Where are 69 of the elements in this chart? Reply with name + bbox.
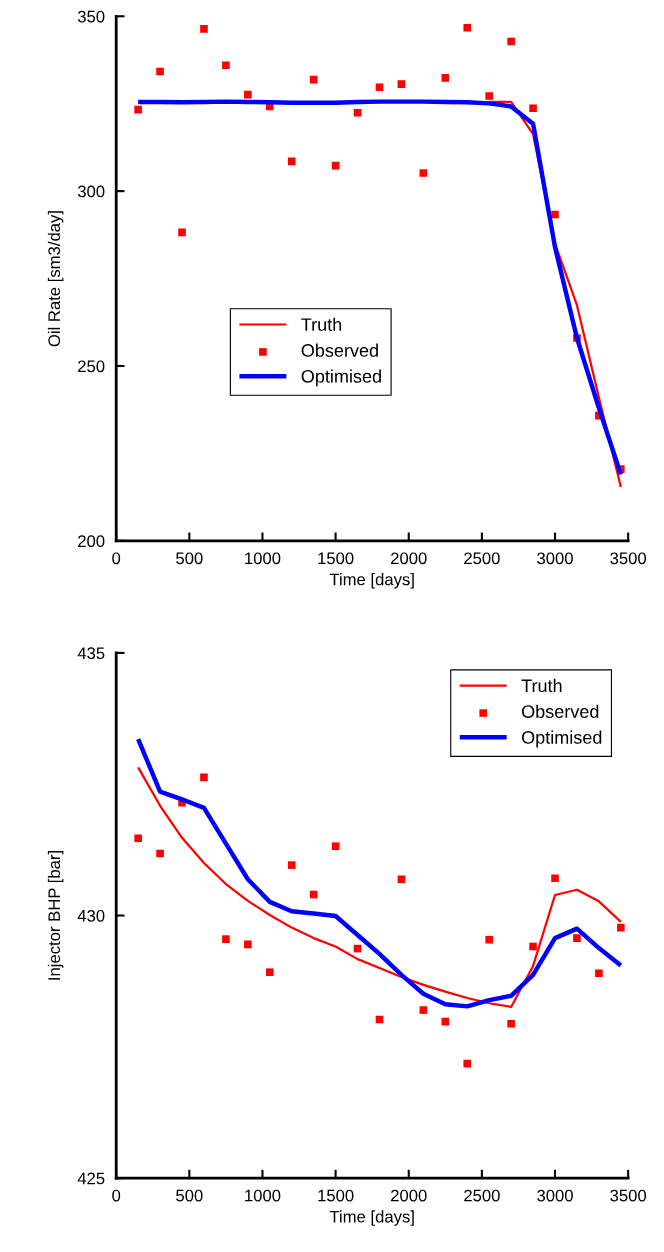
point (156, 849, 164, 858)
point (134, 105, 142, 114)
point (287, 861, 296, 869)
point (441, 74, 450, 82)
x-tick-label: 2000 (391, 552, 427, 565)
legend-label: Truth (301, 317, 342, 331)
point (463, 1059, 472, 1068)
legend-label: Observed (301, 343, 378, 357)
legend-label: Truth (521, 678, 562, 693)
point (397, 875, 406, 884)
x-tick-label: 500 (176, 1189, 203, 1202)
legend-label: Optimised (521, 730, 602, 748)
x-tick-label: 3000 (537, 552, 573, 565)
y-axis-title: Oil Rate [sm3/day] (47, 211, 64, 347)
point (244, 940, 252, 949)
x-axis-title: Time [days] (329, 573, 414, 589)
x-axis-title: Time [days] (329, 1210, 414, 1226)
x-tick-label: 2000 (391, 1189, 427, 1202)
y-tick-label: 250 (78, 360, 105, 373)
x-tick-label: 2500 (464, 552, 500, 565)
point (507, 37, 515, 46)
point (617, 923, 625, 932)
point (485, 92, 493, 100)
y-tick-label: 430 (77, 909, 105, 922)
x-tick-label: 1500 (318, 1189, 354, 1202)
x-tick-label: 2500 (464, 1189, 500, 1202)
y-axis-title: Injector BHP [bar] (47, 851, 64, 980)
point (331, 842, 340, 850)
point (265, 968, 274, 977)
y-tick-label: 425 (77, 1172, 105, 1185)
point (222, 935, 230, 943)
point (134, 834, 142, 843)
point (419, 1006, 428, 1014)
point (507, 1019, 515, 1028)
x-tick-label: 1500 (318, 552, 354, 565)
point (353, 109, 362, 117)
x-tick-label: 3500 (610, 1189, 647, 1202)
point (156, 67, 164, 76)
point (200, 773, 208, 782)
point (287, 157, 296, 166)
y-tick-label: 300 (77, 185, 105, 198)
x-tick-label: 0 (112, 552, 121, 565)
line-series (135, 99, 624, 477)
point (485, 935, 493, 944)
point (551, 874, 559, 883)
point (178, 228, 186, 237)
point (463, 24, 472, 32)
x-tick-label: 1000 (245, 1189, 281, 1202)
point (529, 104, 537, 113)
x-tick-label: 500 (176, 552, 203, 565)
point (375, 83, 384, 92)
point (222, 61, 230, 70)
x-tick-label: 3000 (537, 1189, 573, 1202)
point (551, 210, 559, 219)
x-tick-label: 3500 (610, 552, 647, 565)
point (200, 25, 208, 33)
point (529, 942, 537, 951)
x-tick-label: 1000 (245, 552, 281, 565)
point (419, 169, 428, 177)
y-tick-label: 435 (77, 647, 105, 660)
point (397, 80, 406, 88)
point (573, 934, 581, 942)
y-tick-label: 350 (77, 10, 105, 23)
point (244, 90, 252, 99)
legend-label: Observed (521, 704, 599, 718)
y-tick-label: 200 (78, 535, 105, 548)
point (595, 969, 603, 978)
x-tick-label: 0 (112, 1189, 121, 1202)
legend-label: Optimised (301, 369, 381, 387)
